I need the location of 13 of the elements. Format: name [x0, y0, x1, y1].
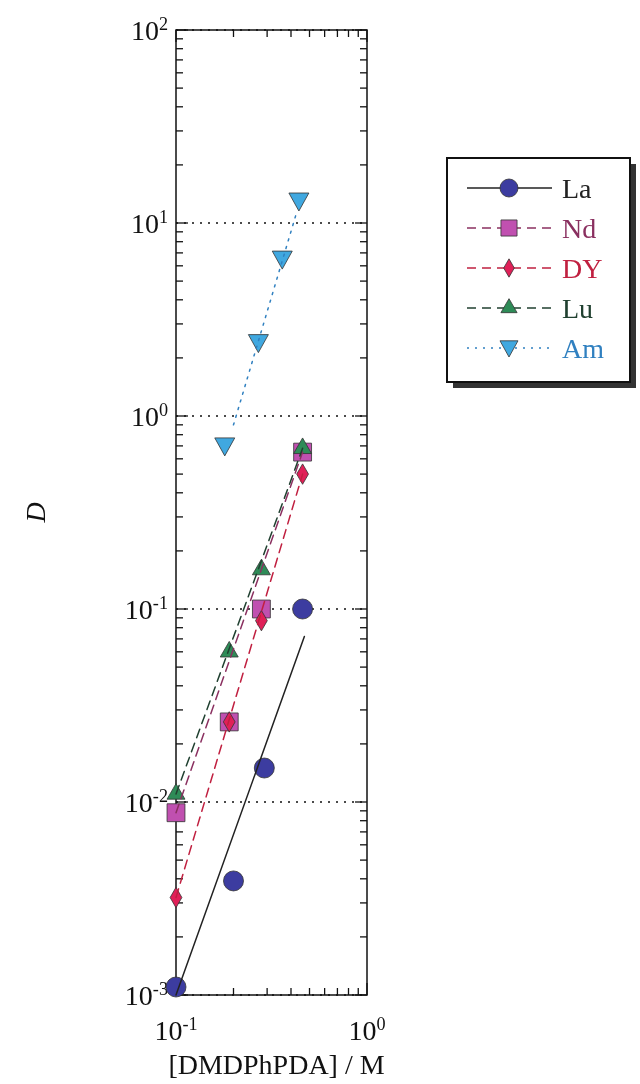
y-tick-label: 10$^{2}$ [130, 14, 168, 46]
x-axis-title: [DMDPhPDA] / M [168, 1049, 385, 1080]
legend-label: DY [562, 253, 603, 284]
legend-label: Am [562, 333, 605, 364]
y-axis-title: D [20, 502, 51, 524]
y-tick-label: 10$^{-3}$ [124, 979, 168, 1011]
legend-label: Nd [562, 213, 597, 244]
y-tick-label: 10$^{0}$ [130, 400, 168, 432]
y-tick-label: 10$^{-2}$ [124, 786, 168, 818]
legend-label: La [562, 173, 593, 204]
legend-label: Lu [562, 293, 594, 324]
y-tick-label: 10$^{-1}$ [124, 593, 168, 625]
y-tick-label: 10$^{1}$ [130, 207, 168, 239]
